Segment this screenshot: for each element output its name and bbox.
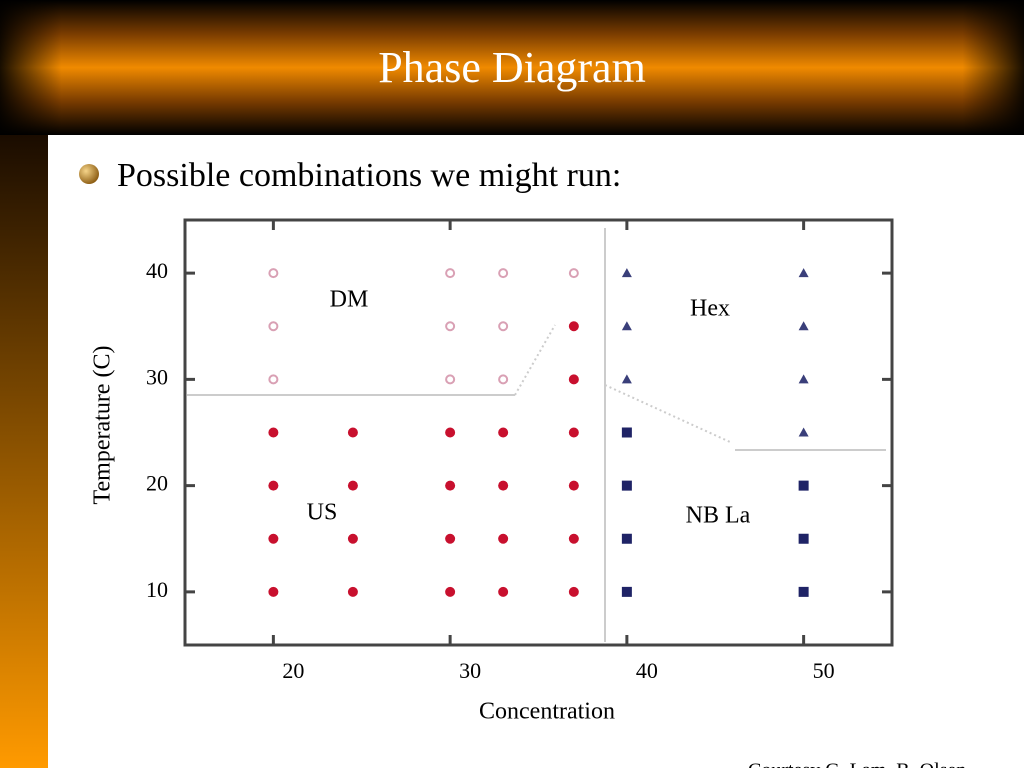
point xyxy=(347,533,358,544)
point xyxy=(621,321,632,331)
point xyxy=(268,374,279,385)
phase-boundaries xyxy=(187,228,886,642)
region-label: US xyxy=(307,500,338,526)
point xyxy=(498,268,509,279)
point xyxy=(798,586,809,597)
bullet-icon xyxy=(79,164,99,184)
point xyxy=(568,586,579,597)
y-tick-label: 10 xyxy=(146,577,168,602)
point xyxy=(498,427,509,438)
point xyxy=(568,480,579,491)
region-label: DM xyxy=(330,287,369,313)
point xyxy=(621,586,632,597)
point xyxy=(498,321,509,332)
x-tick-label: 20 xyxy=(282,658,304,683)
point xyxy=(268,586,279,597)
point xyxy=(798,268,809,278)
point xyxy=(347,480,358,491)
region-label: Hex xyxy=(690,296,730,322)
y-axis-label: Temperature (C) xyxy=(90,346,116,505)
point xyxy=(445,374,456,385)
title-band-shade xyxy=(0,0,1024,135)
point xyxy=(268,533,279,544)
point xyxy=(445,533,456,544)
point xyxy=(568,268,579,279)
y-tick-label: 40 xyxy=(146,258,168,283)
point xyxy=(445,586,456,597)
bullet-text: Possible combinations we might run: xyxy=(117,157,621,194)
point xyxy=(268,268,279,279)
x-axis-label: Concentration xyxy=(479,699,615,725)
point xyxy=(798,533,809,544)
point xyxy=(798,480,809,491)
point xyxy=(621,427,632,438)
point xyxy=(498,586,509,597)
point xyxy=(445,427,456,438)
x-tick-label: 30 xyxy=(459,658,481,683)
point xyxy=(798,321,809,331)
boundary xyxy=(514,324,556,396)
point xyxy=(798,374,809,384)
point xyxy=(568,321,579,332)
region-label: NB La xyxy=(686,503,751,529)
point xyxy=(445,321,456,332)
point xyxy=(568,533,579,544)
point xyxy=(621,374,632,384)
point xyxy=(268,321,279,332)
plot-frame xyxy=(183,218,894,647)
footer: Courtesy G. Lam, B. Olsen xyxy=(748,760,966,768)
point xyxy=(498,533,509,544)
point xyxy=(347,586,358,597)
point xyxy=(568,427,579,438)
y-tick-label: 30 xyxy=(146,364,168,389)
x-tick-label: 50 xyxy=(813,658,835,683)
point xyxy=(568,374,579,385)
y-tick-label: 20 xyxy=(146,471,168,496)
side-bar xyxy=(0,135,48,768)
point xyxy=(347,427,358,438)
point xyxy=(621,480,632,491)
point xyxy=(268,427,279,438)
point xyxy=(621,533,632,544)
point xyxy=(445,268,456,279)
point xyxy=(445,480,456,491)
point xyxy=(268,480,279,491)
point xyxy=(798,427,809,437)
point xyxy=(498,480,509,491)
point xyxy=(498,374,509,385)
point xyxy=(621,268,632,278)
x-tick-label: 40 xyxy=(636,658,658,683)
slide-title: Phase Diagram xyxy=(378,43,646,92)
